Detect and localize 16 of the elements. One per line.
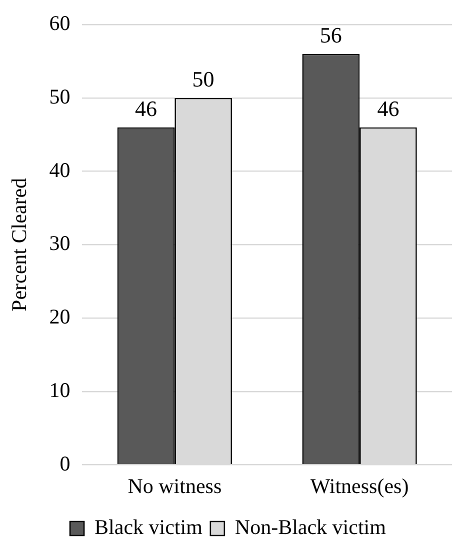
- y-axis-title: Percent Cleared: [7, 177, 32, 312]
- y-tick-label: 60: [49, 11, 70, 36]
- legend-label: Non-Black victim: [234, 515, 386, 540]
- data-label: 46: [377, 96, 400, 122]
- data-label: 56: [320, 22, 342, 48]
- x-tick-label: Witness(es): [310, 474, 409, 498]
- y-tick-label: 0: [60, 451, 70, 476]
- y-tick-label: 40: [49, 158, 70, 182]
- x-tick-label: No witness: [128, 474, 222, 498]
- legend-label: Black victim: [94, 515, 202, 540]
- data-label: 46: [134, 96, 157, 122]
- y-tick-label: 30: [49, 231, 70, 256]
- y-tick-label: 20: [49, 304, 70, 329]
- y-tick-label: 10: [49, 378, 70, 402]
- data-label: 50: [192, 66, 214, 92]
- y-tick-label: 50: [49, 84, 70, 108]
